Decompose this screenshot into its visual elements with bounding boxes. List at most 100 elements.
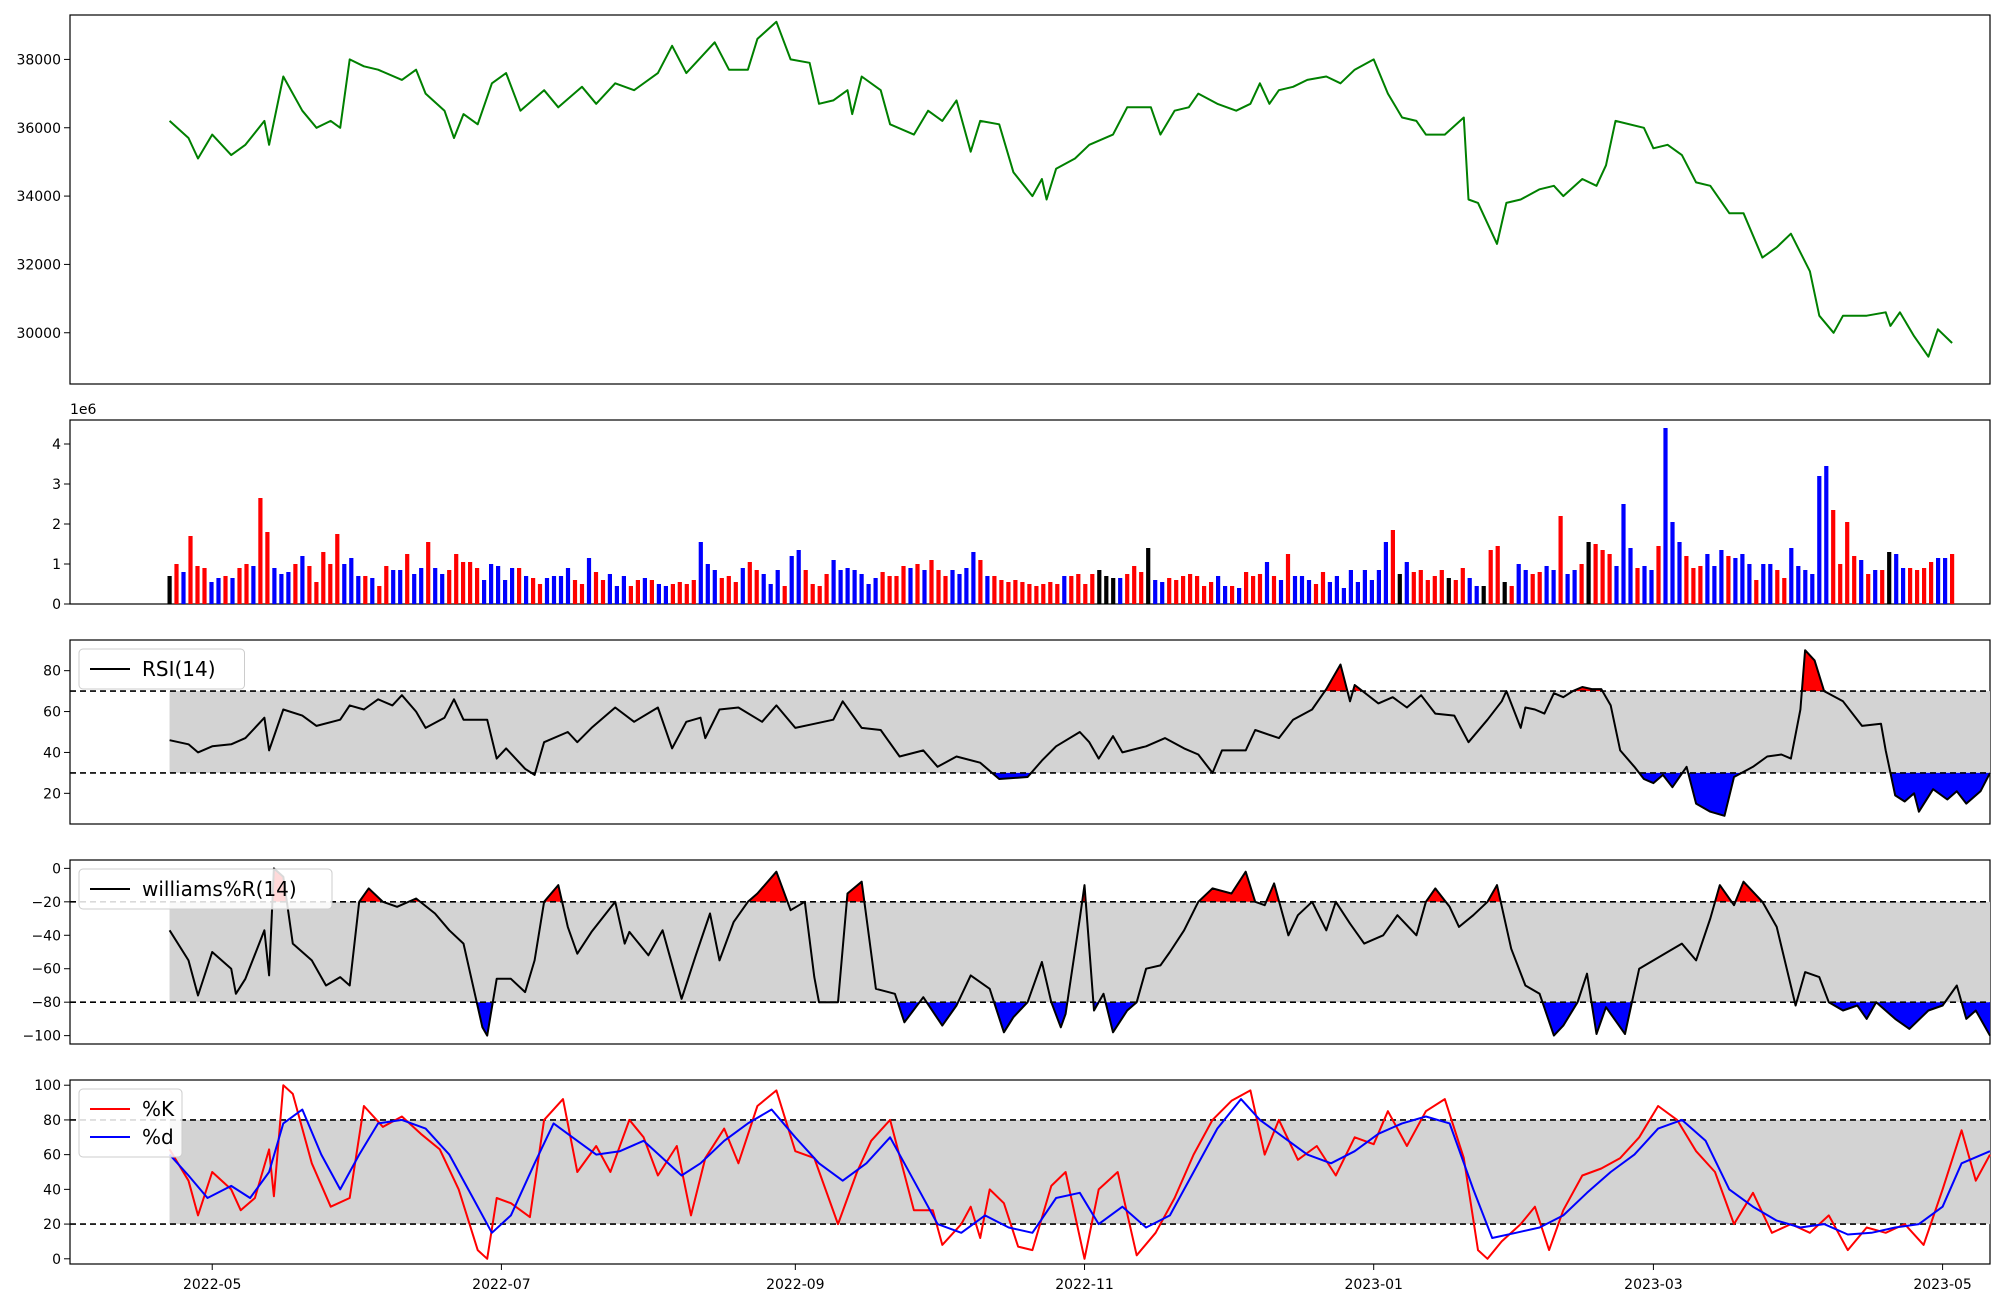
volume-bar bbox=[950, 570, 955, 604]
panel-volume: 0 1 2 3 4 1e6 bbox=[52, 402, 1991, 613]
volume-bar bbox=[1943, 558, 1948, 604]
volume-bar bbox=[1160, 582, 1165, 604]
volume-bar bbox=[936, 570, 941, 604]
legend-label: RSI(14) bbox=[142, 657, 216, 681]
volume-bar bbox=[202, 568, 207, 604]
overbought-fill bbox=[1266, 883, 1280, 902]
overbought-fill bbox=[1425, 888, 1446, 902]
volume-bar bbox=[1915, 570, 1920, 604]
volume-bar bbox=[1740, 554, 1745, 604]
volume-bar bbox=[1733, 558, 1738, 604]
y-tick-label: 80 bbox=[43, 1113, 61, 1129]
volume-bar bbox=[1132, 566, 1137, 604]
oversold-fill bbox=[1591, 1002, 1632, 1034]
volume-bar bbox=[1285, 554, 1291, 604]
volume-bar bbox=[1936, 558, 1941, 604]
volume-bar bbox=[1803, 570, 1808, 604]
volume-bar bbox=[1635, 568, 1640, 604]
legend-label: %d bbox=[142, 1125, 174, 1149]
volume-bar bbox=[1670, 522, 1675, 604]
x-tick-label: 2022-11 bbox=[1055, 1277, 1114, 1293]
williams-r-line bbox=[168, 867, 1991, 1037]
volume-bar bbox=[1404, 562, 1409, 604]
oversold-fill bbox=[1961, 1002, 1990, 1036]
y-tick-label: 1 bbox=[52, 557, 61, 573]
plot-frame bbox=[69, 14, 1991, 385]
volume-bar bbox=[223, 576, 228, 604]
volume-bar bbox=[1495, 546, 1500, 604]
volume-bar bbox=[908, 568, 913, 604]
volume-bar bbox=[307, 566, 312, 604]
volume-bar bbox=[426, 542, 431, 604]
volume-bar bbox=[531, 578, 536, 604]
volume-bar bbox=[1118, 578, 1123, 604]
volume-bar bbox=[1334, 576, 1339, 604]
volume-bar bbox=[293, 564, 298, 604]
volume-bar bbox=[216, 578, 221, 604]
volume-bar bbox=[1425, 580, 1430, 604]
volume-bar bbox=[1167, 578, 1172, 604]
volume-bar bbox=[230, 578, 235, 604]
volume-bar bbox=[181, 572, 186, 604]
overbought-fill bbox=[359, 888, 383, 902]
volume-bar bbox=[1439, 570, 1444, 604]
panel-price: 30000 32000 34000 36000 38000 bbox=[16, 14, 1991, 385]
oversold-fill bbox=[1639, 772, 1683, 788]
volume-bar bbox=[1684, 556, 1689, 604]
volume-bar bbox=[1104, 576, 1109, 604]
y-tick-label: 80 bbox=[43, 664, 61, 680]
volume-bar bbox=[1383, 542, 1388, 604]
volume-bar bbox=[524, 576, 529, 604]
volume-bar bbox=[1223, 586, 1228, 604]
volume-bar bbox=[1481, 586, 1486, 604]
volume-bar bbox=[1796, 566, 1801, 604]
volume-bar bbox=[1278, 580, 1284, 604]
volume-bar bbox=[1614, 566, 1619, 604]
legend-label: %K bbox=[142, 1097, 175, 1121]
x-tick-label: 2022-09 bbox=[766, 1277, 825, 1293]
volume-bar bbox=[1586, 542, 1591, 604]
volume-bar bbox=[1048, 582, 1053, 604]
oversold-fill bbox=[1051, 1002, 1068, 1028]
legend-box bbox=[78, 868, 333, 910]
volume-bar bbox=[195, 566, 200, 604]
legend-label: williams%R(14) bbox=[142, 877, 297, 901]
volume-bar bbox=[544, 578, 550, 604]
volume-bar bbox=[1628, 548, 1633, 604]
volume-bar bbox=[1453, 580, 1458, 604]
y-tick-label: 0 bbox=[52, 861, 61, 877]
y-tick-label: −20 bbox=[31, 895, 61, 911]
volume-bar bbox=[1271, 576, 1277, 604]
y-tick-label: 3 bbox=[52, 477, 61, 493]
volume-bar bbox=[1656, 546, 1661, 604]
volume-bar bbox=[517, 568, 522, 604]
volume-bar bbox=[859, 574, 864, 604]
volume-bar bbox=[705, 564, 710, 604]
volume-bar bbox=[796, 550, 801, 604]
volume-bar bbox=[1600, 550, 1605, 604]
volume-bar bbox=[1817, 476, 1822, 604]
volume-bar bbox=[1181, 576, 1186, 604]
volume-bar bbox=[258, 498, 263, 604]
volume-bar bbox=[1509, 586, 1514, 604]
volume-bar bbox=[740, 568, 745, 604]
volume-bar bbox=[810, 584, 815, 604]
volume-bar bbox=[579, 584, 585, 604]
volume-bar bbox=[1306, 580, 1312, 604]
volume-bar bbox=[586, 558, 592, 604]
volume-bar bbox=[461, 562, 466, 604]
volume-bar bbox=[663, 586, 668, 604]
y-tick-label: 0 bbox=[52, 597, 61, 613]
volume-bar bbox=[1642, 566, 1647, 604]
y-tick-label: 2 bbox=[52, 517, 61, 533]
oversold-fill bbox=[992, 772, 1032, 779]
volume-bar bbox=[328, 564, 333, 604]
legend-box bbox=[78, 648, 245, 690]
volume-bar bbox=[370, 578, 375, 604]
x-tick-label: 2023-01 bbox=[1344, 1277, 1403, 1293]
volume-bar bbox=[964, 568, 969, 604]
volume-bar bbox=[1432, 576, 1437, 604]
volume-bar bbox=[572, 580, 578, 604]
volume-bar bbox=[621, 576, 626, 604]
volume-bar bbox=[1845, 522, 1850, 604]
